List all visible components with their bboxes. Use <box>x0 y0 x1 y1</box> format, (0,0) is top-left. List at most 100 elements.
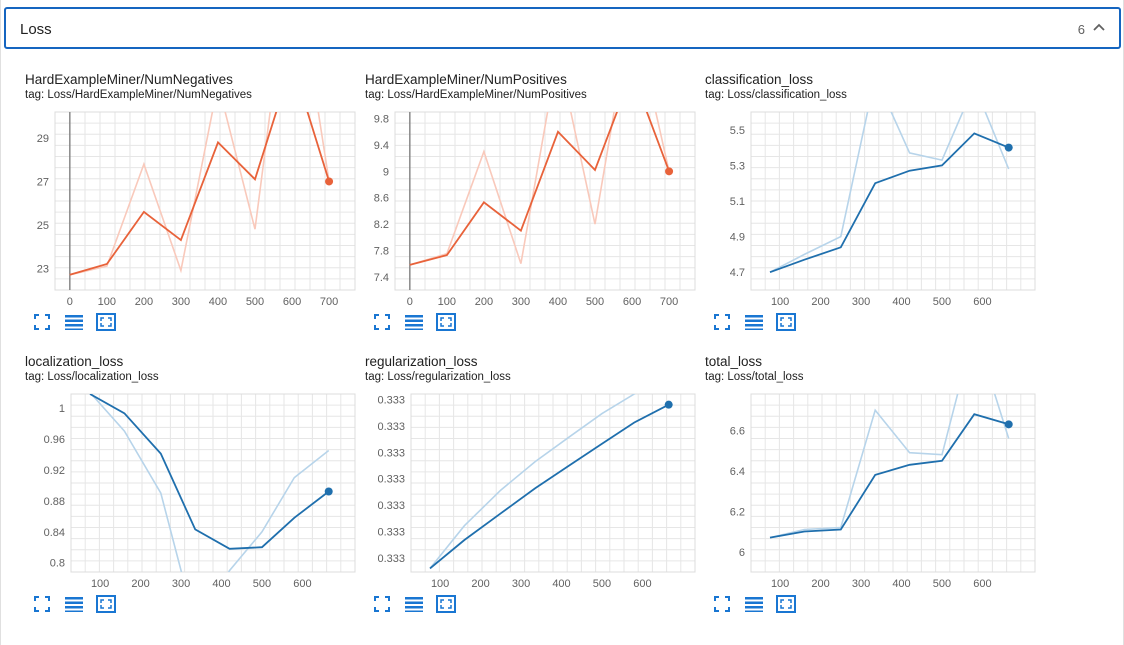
chart-plot[interactable]: 100 200 300 400 500 600 4.7 4.9 5.1 5.3 5.5 <box>705 104 1037 306</box>
y-tick-label: 8.6 <box>374 193 389 205</box>
y-tick-label: 7.4 <box>374 272 389 284</box>
chart-plot[interactable]: 0 100 200 300 400 500 600 700 23 25 27 29 <box>25 104 357 306</box>
chart-tag: tag: Loss/localization_loss <box>25 371 159 383</box>
y-tick-label: 9.4 <box>374 140 389 152</box>
fit-to-data-icon[interactable] <box>371 593 393 615</box>
chart-card-4: regularization_loss tag: Loss/regularizat… <box>365 354 705 636</box>
last-point-marker <box>1004 143 1013 152</box>
toggle-log-scale-icon[interactable] <box>403 593 425 615</box>
x-tick-label: 600 <box>283 296 301 306</box>
y-tick-label: 0.84 <box>44 527 65 539</box>
last-point-marker <box>664 400 673 409</box>
y-tick-label: 0.333 <box>377 447 405 459</box>
y-tick-label: 9 <box>383 166 389 178</box>
raw-series-line <box>769 112 1010 273</box>
fullscreen-icon[interactable] <box>95 593 117 615</box>
x-tick-label: 700 <box>320 296 338 306</box>
y-tick-label: 6 <box>739 547 745 559</box>
y-tick-label: 0.333 <box>377 395 405 407</box>
x-tick-label: 400 <box>209 296 227 306</box>
y-tick-label: 0.88 <box>44 496 65 508</box>
x-tick-label: 0 <box>407 296 413 306</box>
chart-title: classification_loss <box>705 72 814 87</box>
x-tick-label: 200 <box>811 578 829 588</box>
y-tick-label: 0.333 <box>377 474 405 486</box>
x-tick-label: 500 <box>246 296 264 306</box>
last-point-marker <box>1004 420 1013 429</box>
chart-title: localization_loss <box>25 354 124 369</box>
last-point-marker <box>324 487 333 496</box>
y-tick-label: 25 <box>37 220 49 232</box>
fit-to-data-icon[interactable] <box>371 311 393 333</box>
x-tick-label: 300 <box>172 578 190 588</box>
x-tick-label: 500 <box>933 578 951 588</box>
toggle-log-scale-icon[interactable] <box>63 593 85 615</box>
chart-plot[interactable]: 100 200 300 400 500 600 0.8 0.84 0.88 0.92 0.96 1 <box>25 386 357 588</box>
x-tick-label: 500 <box>593 578 611 588</box>
x-tick-label: 300 <box>852 578 870 588</box>
x-tick-label: 100 <box>771 578 789 588</box>
toggle-log-scale-icon[interactable] <box>63 311 85 333</box>
y-tick-label: 8.2 <box>374 219 389 231</box>
grid <box>54 111 356 291</box>
y-tick-label: 6.2 <box>730 506 745 518</box>
chart-card-1: HardExampleMiner/NumPositives tag: Loss/H… <box>365 72 705 354</box>
toggle-log-scale-icon[interactable] <box>743 311 765 333</box>
chart-title: total_loss <box>705 354 763 369</box>
grid <box>750 393 1036 573</box>
y-tick-label: 9.8 <box>374 114 389 126</box>
chart-plot[interactable]: 100 200 300 400 500 600 6 6.2 6.4 6.6 <box>705 386 1037 588</box>
fit-to-data-icon[interactable] <box>31 593 53 615</box>
y-tick-label: 23 <box>37 263 49 275</box>
chart-tag: tag: Loss/HardExampleMiner/NumNegatives <box>25 89 252 101</box>
x-tick-label: 100 <box>91 578 109 588</box>
toggle-log-scale-icon[interactable] <box>403 311 425 333</box>
y-tick-label: 5.1 <box>730 196 745 208</box>
x-tick-label: 200 <box>811 296 829 306</box>
x-tick-label: 600 <box>973 296 991 306</box>
smoothed-series-line <box>429 403 670 570</box>
fullscreen-icon[interactable] <box>95 311 117 333</box>
raw-series-line <box>69 112 330 276</box>
x-tick-label: 600 <box>293 578 311 588</box>
y-tick-label: 29 <box>37 133 49 145</box>
chart-plot[interactable]: 0 100 200 300 400 500 600 700 7.4 7.8 8.2 8.6 9 9.4 9.… <box>365 104 697 306</box>
fit-to-data-icon[interactable] <box>31 311 53 333</box>
fullscreen-icon[interactable] <box>775 593 797 615</box>
chevron-up-icon[interactable] <box>1091 19 1107 35</box>
y-tick-label: 5.3 <box>730 160 745 172</box>
x-tick-label: 600 <box>973 578 991 588</box>
smoothed-series-line <box>769 132 1010 274</box>
x-tick-label: 400 <box>552 578 570 588</box>
x-tick-label: 200 <box>135 296 153 306</box>
x-tick-label: 500 <box>586 296 604 306</box>
fullscreen-icon[interactable] <box>775 311 797 333</box>
fit-to-data-icon[interactable] <box>711 593 733 615</box>
chart-card-2: classification_loss tag: Loss/classificat… <box>705 72 1045 354</box>
x-tick-label: 300 <box>512 296 530 306</box>
x-tick-label: 300 <box>512 578 530 588</box>
chart-title: HardExampleMiner/NumNegatives <box>25 72 233 87</box>
chart-tag: tag: Loss/regularization_loss <box>365 371 511 383</box>
x-tick-label: 300 <box>172 296 190 306</box>
fit-to-data-icon[interactable] <box>711 311 733 333</box>
section-title: Loss <box>20 21 52 38</box>
chart-tag: tag: Loss/total_loss <box>705 371 804 383</box>
raw-series-line <box>769 394 1010 539</box>
chart-plot[interactable]: 100 200 300 400 500 600 0.333 0.333 0.333 0.333 0.… <box>365 386 697 588</box>
smoothed-series-line <box>69 112 330 276</box>
grid <box>410 393 696 573</box>
smoothed-series-line <box>769 413 1009 539</box>
section-header[interactable]: Loss 6 <box>4 7 1121 49</box>
x-tick-label: 100 <box>438 296 456 306</box>
x-tick-label: 300 <box>852 296 870 306</box>
last-point-marker <box>665 167 674 176</box>
x-tick-label: 400 <box>892 296 910 306</box>
fullscreen-icon[interactable] <box>435 593 457 615</box>
y-tick-label: 6.4 <box>730 466 745 478</box>
fullscreen-icon[interactable] <box>435 311 457 333</box>
smoothed-series-line <box>89 394 330 550</box>
last-point-marker <box>325 177 334 186</box>
toggle-log-scale-icon[interactable] <box>743 593 765 615</box>
